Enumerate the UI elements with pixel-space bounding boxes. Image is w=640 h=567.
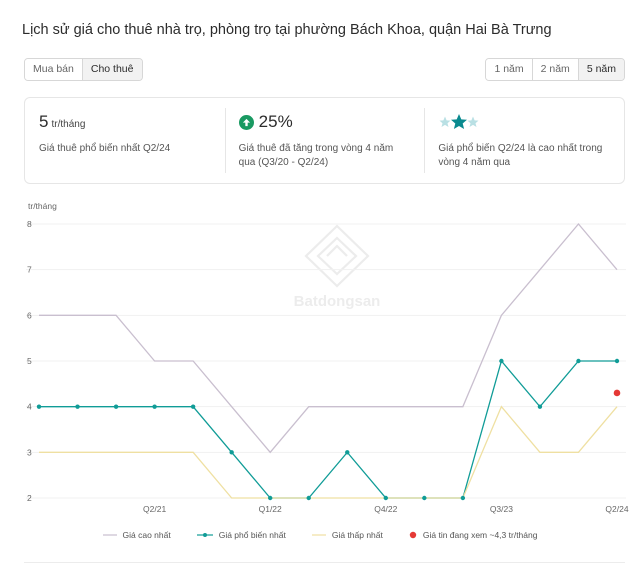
star-left-icon [439,116,451,127]
x-tick-label-Q4-22: Q4/22 [374,504,397,514]
stat-growth: 25% Giá thuê đã tăng trong vòng 4 năm qu… [224,98,425,183]
growth-value: 25% [258,112,293,131]
y-tick-label-7: 7 [27,265,32,275]
series-1-point-10[interactable] [422,495,427,501]
legend-label-max: Giá cao nhất [122,530,171,540]
common-price-desc: Giá thuê phổ biến nhất Q2/24 [39,143,171,154]
current-listing-point[interactable] [613,389,621,397]
series-line-2 [39,405,618,499]
legend-line-min-icon [311,534,326,536]
y-tick-label-2: 2 [27,493,32,503]
period-2-years-button[interactable]: 2 năm [532,59,579,80]
y-tick-label-4: 4 [27,402,32,412]
period-5-years-button[interactable]: 5 năm [578,59,624,80]
bottom-divider [24,562,625,563]
legend-line-common-icon [196,533,213,537]
legend-item-min[interactable]: Giá thấp nhất [311,530,383,540]
series-1-point-12[interactable] [499,358,504,364]
series-1-point-2[interactable] [113,404,119,409]
stat-rank: Giá phổ biến Q2/24 là cao nhất trong vòn… [424,98,624,183]
watermark: Batdongsan [294,224,381,310]
series-1-point-7[interactable] [306,495,311,501]
three-stars-icon [438,113,480,131]
tab-mua-ban[interactable]: Mua bán [25,59,83,80]
x-tick-label-Q3-23: Q3/23 [490,504,513,514]
tab-cho-thue[interactable]: Cho thuê [82,59,142,80]
series-1-point-14[interactable] [576,358,581,364]
series-1-point-9[interactable] [383,495,388,501]
series-1-point-11[interactable] [460,495,466,501]
watermark-text: Batdongsan [294,293,381,310]
rank-desc: Giá phổ biến Q2/24 là cao nhất trong vòn… [438,143,603,168]
growth-desc: Giá thuê đã tăng trong vòng 4 năm qua (Q… [238,143,394,168]
star-center-icon [451,114,468,129]
y-axis-unit: tr/tháng [28,201,57,211]
y-tick-label-3: 3 [27,447,32,457]
arrow-up-circle-icon [238,114,254,130]
series-1-point-0[interactable] [36,404,42,409]
y-tick-label-5: 5 [27,356,32,366]
legend-label-common: Giá phổ biến nhất [218,530,286,540]
series-1-point-6[interactable] [268,495,273,501]
series-1-point-15[interactable] [614,358,620,364]
period-1-year-button[interactable]: 1 năm [486,59,533,80]
page-title: Lịch sử giá cho thuê nhà trọ, phòng trọ … [22,22,552,38]
series-1-point-3[interactable] [152,404,157,409]
legend-item-current[interactable]: Giá tin đang xem ~4,3 tr/tháng [409,530,538,540]
series-1-point-13[interactable] [537,404,543,409]
house-logo-icon [304,224,370,288]
star-right-icon [467,116,479,127]
stats-panel: 5 tr/tháng Giá thuê phổ biến nhất Q2/24 … [24,97,625,184]
series-1-point-4[interactable] [190,404,196,409]
price-history-chart: Batdongsan tr/tháng 2 3 4 5 6 7 8 Q2/21 Q1/22 Q4/… [26,201,629,514]
legend-label-min: Giá thấp nhất [331,530,383,540]
stat-common-price: 5 tr/tháng Giá thuê phổ biến nhất Q2/24 [25,98,225,183]
legend-item-max[interactable]: Giá cao nhất [102,530,171,540]
chart-legend: Giá cao nhất Giá phổ biến nhất Giá thấp … [0,530,640,540]
series-line-1 [39,359,617,499]
legend-dot-current-icon [409,531,417,539]
common-price-unit: tr/tháng [51,118,86,130]
period-toggle: 1 năm 2 năm 5 năm [485,58,625,81]
legend-item-common[interactable]: Giá phổ biến nhất [196,530,286,540]
legend-label-current: Giá tin đang xem ~4,3 tr/tháng [422,530,538,540]
x-tick-label-Q1-22: Q1/22 [259,504,282,514]
x-tick-label-Q2-24: Q2/24 [605,504,628,514]
series-1-point-1[interactable] [75,404,80,409]
common-price-value: 5 [39,112,49,131]
y-tick-label-6: 6 [27,310,32,320]
series-1-point-8[interactable] [345,450,350,455]
series-line-0 [39,222,618,454]
series-1-point-5[interactable] [229,450,234,455]
x-tick-label-Q2-21: Q2/21 [143,504,166,514]
y-tick-label-8: 8 [27,219,32,229]
legend-line-max-icon [102,534,117,536]
listing-type-toggle: Mua bán Cho thuê [24,58,143,81]
